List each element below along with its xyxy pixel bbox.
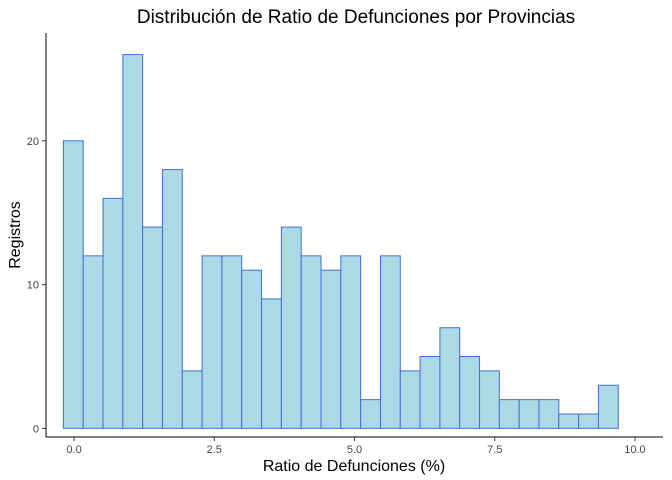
y-axis-label: Registros [7, 201, 24, 269]
x-axis-ticks: 0.0 2.5 5.0 7.5 10.0 [66, 437, 646, 456]
x-tick-label: 5.0 [347, 444, 362, 456]
y-tick-label: 20 [27, 136, 39, 148]
chart-title: Distribución de Ratio de Defunciones por… [137, 7, 575, 28]
x-axis-label: Ratio de Defunciones (%) [263, 458, 445, 475]
histogram-bar [161, 169, 183, 429]
histogram-bar [280, 226, 302, 429]
histogram-bar [578, 413, 599, 429]
x-tick-label: 0.0 [66, 444, 81, 456]
histogram-bar [300, 255, 322, 429]
histogram-bar [340, 255, 362, 429]
histogram-bar [479, 370, 500, 429]
histogram-bar [597, 384, 619, 429]
histogram-bar [558, 413, 580, 429]
histogram-bar [181, 370, 203, 429]
histogram-bar [142, 226, 163, 429]
y-tick-label: 10 [27, 280, 39, 292]
x-tick-label: 2.5 [207, 444, 222, 456]
histogram-bar [498, 399, 520, 429]
histogram-bar [379, 255, 401, 429]
y-tick-label: 0 [33, 423, 39, 435]
histogram-bar [459, 355, 481, 429]
histogram-bar [201, 255, 223, 429]
histogram-bar [221, 255, 243, 429]
x-tick-label: 7.5 [487, 444, 502, 456]
histogram-bar [320, 269, 342, 429]
histogram-bar [241, 269, 263, 429]
histogram-bar [102, 197, 124, 429]
histogram-bar [261, 298, 282, 429]
histogram-bar [399, 370, 421, 429]
histogram-bar [538, 399, 560, 429]
histogram-bar [82, 255, 104, 429]
histogram-bar [122, 54, 144, 429]
histogram-bar [439, 327, 461, 429]
histogram-bar [62, 140, 84, 429]
x-tick-label: 10.0 [624, 444, 645, 456]
y-axis-ticks: 0 10 20 [27, 136, 46, 435]
histogram-bar [518, 399, 540, 429]
histogram-bars [62, 54, 619, 429]
histogram-bar [360, 399, 381, 429]
histogram-bar [419, 355, 441, 429]
